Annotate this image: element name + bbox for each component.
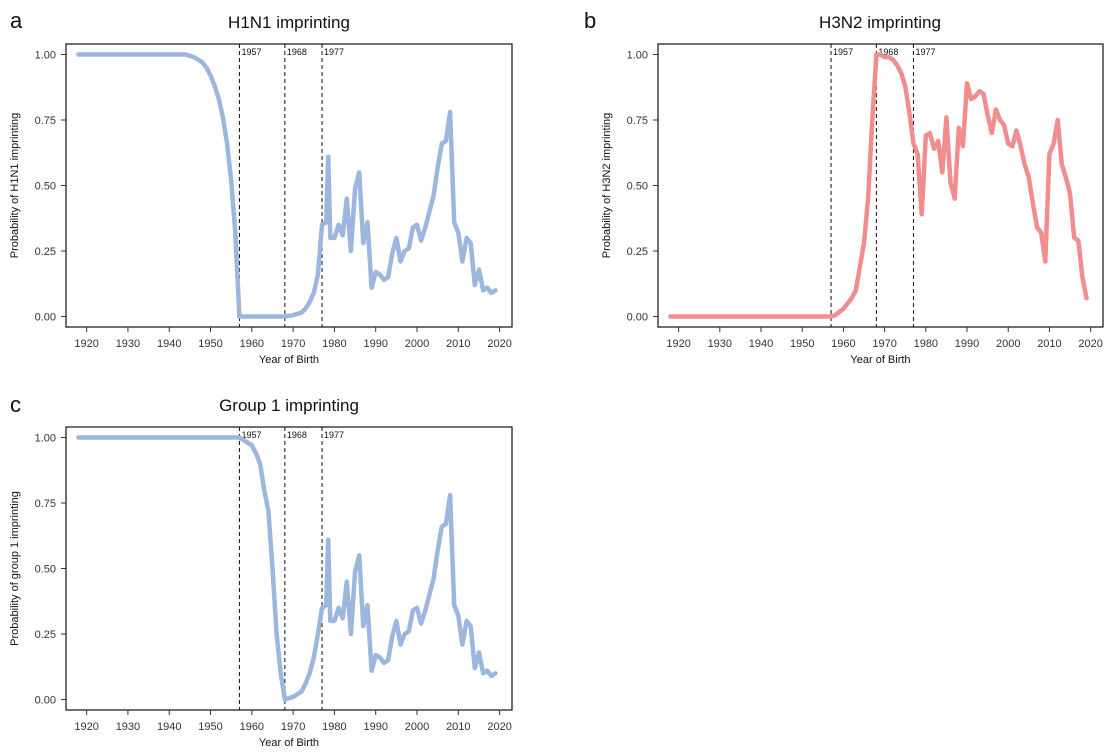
reference-line-label: 1977 [324, 430, 344, 440]
y-tick-label: 1.00 [627, 49, 648, 61]
x-tick-label: 1970 [872, 338, 896, 350]
y-axis-label: Probability of H3N2 imprinting [601, 113, 613, 259]
reference-line-label: 1977 [324, 47, 344, 57]
x-tick-label: 1920 [74, 338, 98, 350]
reference-line-label: 1977 [915, 47, 935, 57]
x-tick-label: 2010 [446, 338, 470, 350]
plot-frame [657, 43, 1104, 328]
x-tick-label: 2000 [405, 338, 429, 350]
reference-line-label: 1968 [287, 430, 307, 440]
x-tick-label: 1960 [240, 721, 264, 733]
panel-a: a H1N1 imprinting 0.00 0.25 0.50 0.75 1.00 1920… [9, 8, 513, 366]
y-tick-label: 1.00 [35, 432, 56, 444]
x-tick-label: 2010 [1037, 338, 1061, 350]
x-tick-label: 1960 [240, 338, 264, 350]
reference-line-label: 1957 [241, 47, 261, 57]
reference-line-label: 1968 [287, 47, 307, 57]
y-tick-label: 0.50 [627, 181, 648, 193]
x-tick-label: 1990 [955, 338, 979, 350]
x-tick-label: 1950 [198, 338, 222, 350]
y-tick-label: 0.25 [627, 246, 648, 258]
x-tick-label: 1970 [281, 338, 305, 350]
plot-frame [65, 426, 513, 711]
reference-line-label: 1968 [878, 47, 898, 57]
x-tick-label: 1940 [157, 338, 181, 350]
series-line [668, 52, 1089, 319]
x-tick-label: 2020 [1078, 338, 1102, 350]
x-tick-label: 2020 [487, 721, 511, 733]
x-tick-label: 2010 [446, 721, 470, 733]
y-tick-label: 0.00 [35, 695, 56, 707]
y-tick-label: 1.00 [35, 49, 56, 61]
x-axis-label: Year of Birth [850, 354, 910, 366]
y-tick-label: 0.00 [627, 312, 648, 324]
chart-title: H3N2 imprinting [819, 13, 941, 32]
x-tick-label: 2000 [405, 721, 429, 733]
x-tick-label: 1970 [281, 721, 305, 733]
y-tick-label: 0.75 [35, 498, 56, 510]
x-tick-label: 1950 [790, 338, 814, 350]
x-tick-label: 1930 [116, 338, 140, 350]
plot-frame [65, 43, 513, 328]
x-tick-label: 1920 [74, 721, 98, 733]
panel-letter: c [10, 392, 21, 417]
panel-letter: b [584, 8, 596, 33]
x-tick-label: 1950 [198, 721, 222, 733]
y-axis-label: Probability of group 1 imprinting [9, 491, 21, 646]
x-tick-label: 1980 [322, 338, 346, 350]
x-tick-label: 2020 [487, 338, 511, 350]
x-axis-label: Year of Birth [259, 737, 319, 749]
x-tick-label: 1990 [363, 338, 387, 350]
y-tick-label: 0.75 [35, 115, 56, 127]
y-tick-label: 0.50 [35, 181, 56, 193]
x-tick-label: 1940 [157, 721, 181, 733]
y-axis-label: Probability of H1N1 imprinting [9, 113, 21, 259]
x-tick-label: 1990 [363, 721, 387, 733]
x-tick-label: 1980 [322, 721, 346, 733]
series-line [76, 435, 498, 702]
series-line [76, 52, 498, 319]
x-axis-label: Year of Birth [259, 354, 319, 366]
reference-line-label: 1957 [833, 47, 853, 57]
x-tick-label: 1980 [914, 338, 938, 350]
reference-line-label: 1957 [241, 430, 261, 440]
panel-c: c Group 1 imprinting 0.00 0.25 0.50 0.75 1.00 1… [9, 392, 513, 749]
y-tick-label: 0.25 [35, 629, 56, 641]
x-tick-label: 1930 [116, 721, 140, 733]
y-tick-label: 0.25 [35, 246, 56, 258]
x-tick-label: 1930 [708, 338, 732, 350]
y-tick-label: 0.00 [35, 312, 56, 324]
x-tick-label: 1940 [749, 338, 773, 350]
x-tick-label: 1960 [831, 338, 855, 350]
chart-title: H1N1 imprinting [228, 13, 350, 32]
panel-b: b H3N2 imprinting 0.00 0.25 0.50 0.75 1.00 1920… [584, 8, 1104, 366]
x-tick-label: 1920 [666, 338, 690, 350]
panel-letter: a [10, 8, 23, 33]
y-tick-label: 0.75 [627, 115, 648, 127]
y-tick-label: 0.50 [35, 564, 56, 576]
chart-title: Group 1 imprinting [219, 396, 359, 415]
x-tick-label: 2000 [996, 338, 1020, 350]
